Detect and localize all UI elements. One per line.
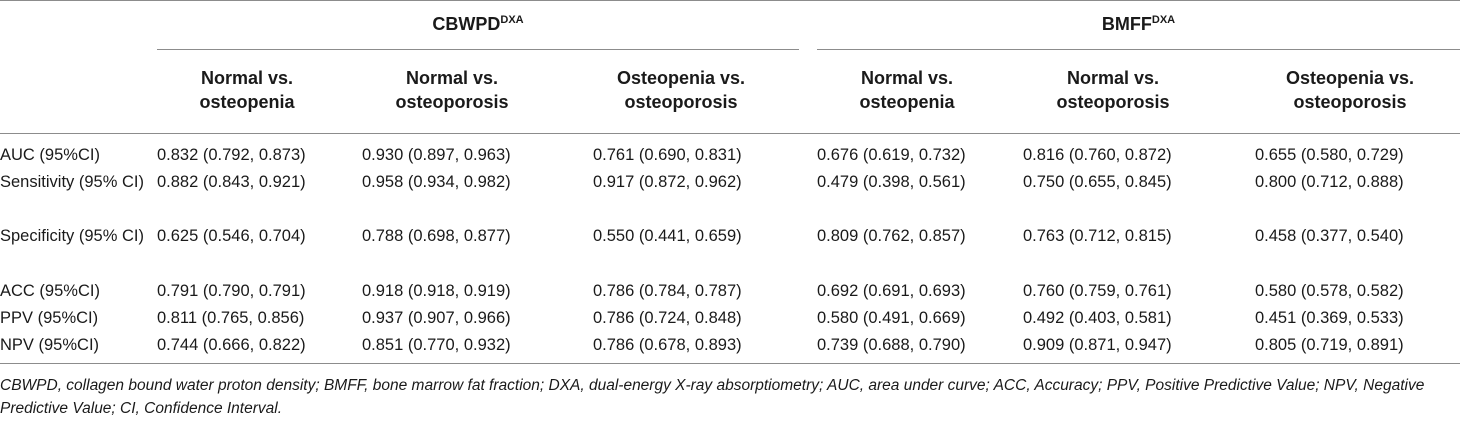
table-cell: 0.809 (0.762, 0.857) — [817, 227, 966, 245]
row-label-npv: NPV (95%CI) — [0, 336, 100, 354]
table-cell: 0.791 (0.790, 0.791) — [157, 282, 306, 300]
table-cell: 0.750 (0.655, 0.845) — [1023, 173, 1172, 191]
table-cell: 0.786 (0.678, 0.893) — [593, 336, 742, 354]
group-rule-bmff — [817, 49, 1460, 50]
table-cell: 0.958 (0.934, 0.982) — [362, 173, 511, 191]
row-label-auc: AUC (95%CI) — [0, 146, 100, 164]
group-name: CBWPD — [432, 14, 501, 34]
table-cell: 0.739 (0.688, 0.790) — [817, 336, 966, 354]
subheader-line: Normal vs. — [405, 68, 499, 88]
subheader-line: osteopenia — [859, 92, 955, 112]
table-cell: 0.580 (0.491, 0.669) — [817, 309, 966, 327]
subheader-line: Normal vs. — [200, 68, 294, 88]
table-cell: 0.786 (0.784, 0.787) — [593, 282, 742, 300]
subheader-col-2: Normal vs. osteoporosis — [362, 66, 542, 114]
table-cell: 0.788 (0.698, 0.877) — [362, 227, 511, 245]
table-cell: 0.550 (0.441, 0.659) — [593, 227, 742, 245]
table-cell: 0.937 (0.907, 0.966) — [362, 309, 511, 327]
table-cell: 0.451 (0.369, 0.533) — [1255, 309, 1404, 327]
table-cell: 0.655 (0.580, 0.729) — [1255, 146, 1404, 164]
table-cell: 0.930 (0.897, 0.963) — [362, 146, 511, 164]
group-header-cbwpd: CBWPDDXA — [157, 14, 799, 35]
subheader-line: osteopenia — [199, 92, 295, 112]
subheader-line: osteoporosis — [624, 92, 738, 112]
bottom-rule — [0, 363, 1460, 364]
subheader-col-5: Normal vs. osteoporosis — [1023, 66, 1203, 114]
group-name: BMFF — [1101, 14, 1152, 34]
row-label-acc: ACC (95%CI) — [0, 282, 100, 300]
group-rule-cbwpd — [157, 49, 799, 50]
table-cell: 0.676 (0.619, 0.732) — [817, 146, 966, 164]
row-label-sensitivity: Sensitivity (95% CI) — [0, 173, 144, 191]
table-cell: 0.786 (0.724, 0.848) — [593, 309, 742, 327]
subheader-line: Osteopenia vs. — [616, 68, 746, 88]
table-cell: 0.832 (0.792, 0.873) — [157, 146, 306, 164]
group-sup: DXA — [500, 14, 524, 26]
subheader-line: Osteopenia vs. — [1285, 68, 1415, 88]
subheader-line: osteoporosis — [395, 92, 509, 112]
subheader-col-3: Osteopenia vs. osteoporosis — [586, 66, 776, 114]
table-cell: 0.492 (0.403, 0.581) — [1023, 309, 1172, 327]
header-rule — [0, 133, 1460, 134]
subheader-col-6: Osteopenia vs. osteoporosis — [1255, 66, 1445, 114]
subheader-col-4: Normal vs. osteopenia — [817, 66, 997, 114]
table-footnote: CBWPD, collagen bound water proton densi… — [0, 377, 1425, 417]
subheader-line: Normal vs. — [860, 68, 954, 88]
table-cell: 0.744 (0.666, 0.822) — [157, 336, 306, 354]
table-cell: 0.580 (0.578, 0.582) — [1255, 282, 1404, 300]
table-cell: 0.761 (0.690, 0.831) — [593, 146, 742, 164]
table-cell: 0.811 (0.765, 0.856) — [157, 309, 305, 327]
table-cell: 0.882 (0.843, 0.921) — [157, 173, 306, 191]
table-cell: 0.851 (0.770, 0.932) — [362, 336, 511, 354]
table-cell: 0.763 (0.712, 0.815) — [1023, 227, 1172, 245]
table-cell: 0.917 (0.872, 0.962) — [593, 173, 742, 191]
subheader-line: Normal vs. — [1066, 68, 1160, 88]
table-cell: 0.816 (0.760, 0.872) — [1023, 146, 1172, 164]
table-cell: 0.918 (0.918, 0.919) — [362, 282, 511, 300]
group-sup: DXA — [1151, 14, 1176, 26]
top-rule — [0, 0, 1460, 1]
subheader-col-1: Normal vs. osteopenia — [157, 66, 337, 114]
row-label-specificity: Specificity (95% CI) — [0, 227, 144, 245]
row-label-ppv: PPV (95%CI) — [0, 309, 99, 327]
table-cell: 0.458 (0.377, 0.540) — [1255, 227, 1404, 245]
table-cell: 0.800 (0.712, 0.888) — [1255, 173, 1404, 191]
group-header-bmff: BMFFDXA — [817, 14, 1460, 35]
subheader-line: osteoporosis — [1056, 92, 1170, 112]
table-cell: 0.760 (0.759, 0.761) — [1023, 282, 1172, 300]
table-cell: 0.805 (0.719, 0.891) — [1255, 336, 1404, 354]
table-cell: 0.692 (0.691, 0.693) — [817, 282, 966, 300]
table-cell: 0.909 (0.871, 0.947) — [1023, 336, 1172, 354]
subheader-line: osteoporosis — [1293, 92, 1407, 112]
table-cell: 0.625 (0.546, 0.704) — [157, 227, 306, 245]
table-cell: 0.479 (0.398, 0.561) — [817, 173, 966, 191]
